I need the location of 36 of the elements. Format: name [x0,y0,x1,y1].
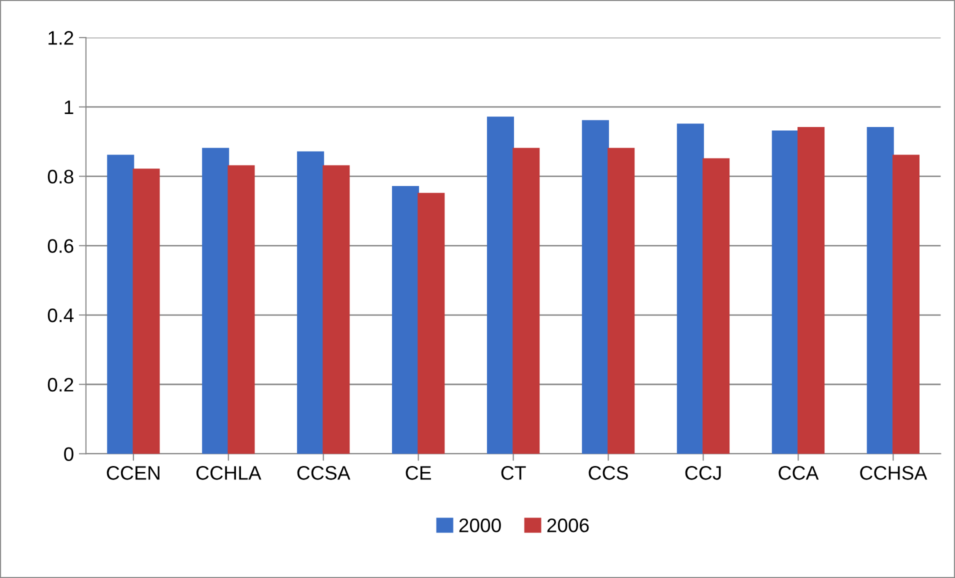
bar [608,148,635,454]
x-tick-label: CCS [588,466,628,480]
bar [892,154,920,454]
bar [392,186,420,454]
x-tick-label: CT [501,466,526,480]
y-tick-label: 0.4 [48,308,74,322]
bar [418,192,445,454]
bar [772,130,799,454]
y-tick-label: 0.8 [48,170,74,184]
x-tick-label: CE [406,466,432,480]
bar [512,148,540,454]
bar [202,148,230,454]
x-tick-label: CCHLA [196,466,262,480]
bar [798,127,825,454]
bar [107,154,134,454]
bar [132,168,160,454]
x-tick-label: CCJ [685,466,721,480]
y-tick-label: 1.2 [48,31,74,45]
bar [676,124,704,454]
legend-label: 2006 [547,518,589,532]
legend-label: 2000 [459,518,501,532]
y-tick-label: 0.2 [48,378,74,392]
y-tick-label: 1 [64,100,74,114]
bar [866,127,894,454]
bar [486,116,514,454]
bar [702,158,730,454]
bar [297,151,324,454]
x-tick-label: CCEN [106,466,160,480]
bar [322,165,350,454]
y-tick-label: 0 [64,447,74,461]
x-tick-label: CCHSA [860,466,928,480]
bar [228,165,255,454]
y-tick-label: 0.6 [48,239,74,253]
x-tick-label: CCSA [297,466,350,480]
x-tick-label: CCA [778,466,819,480]
bar [582,120,609,454]
